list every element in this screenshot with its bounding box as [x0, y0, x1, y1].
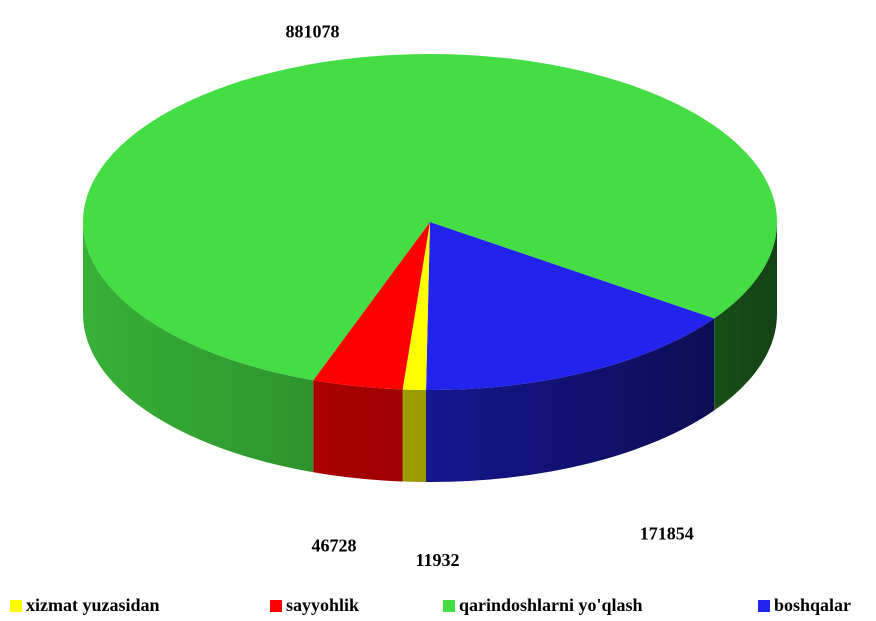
legend-label: qarindoshlarni yo'qlash [459, 595, 643, 615]
data-label: 11932 [416, 550, 460, 570]
slice [313, 222, 430, 390]
data-label: 171854 [640, 523, 694, 543]
legend-label: xizmat yuzasidan [26, 595, 160, 615]
slice-side [426, 318, 715, 482]
legend-label: sayyohlik [286, 595, 359, 615]
pie-sides [83, 222, 777, 482]
slice [426, 222, 715, 390]
slice-side [313, 380, 403, 482]
legend-swatch [270, 600, 282, 612]
data-label: 46728 [311, 536, 356, 556]
legend-swatch [443, 600, 455, 612]
data-label: 881078 [286, 21, 340, 41]
slice [82, 53, 778, 381]
slice-side [714, 222, 777, 411]
legend-swatch [10, 600, 22, 612]
legend-swatch [758, 600, 770, 612]
slice-side [83, 222, 314, 473]
slice-side [402, 389, 427, 482]
legend-label: boshqalar [774, 595, 851, 615]
slice [402, 222, 430, 390]
